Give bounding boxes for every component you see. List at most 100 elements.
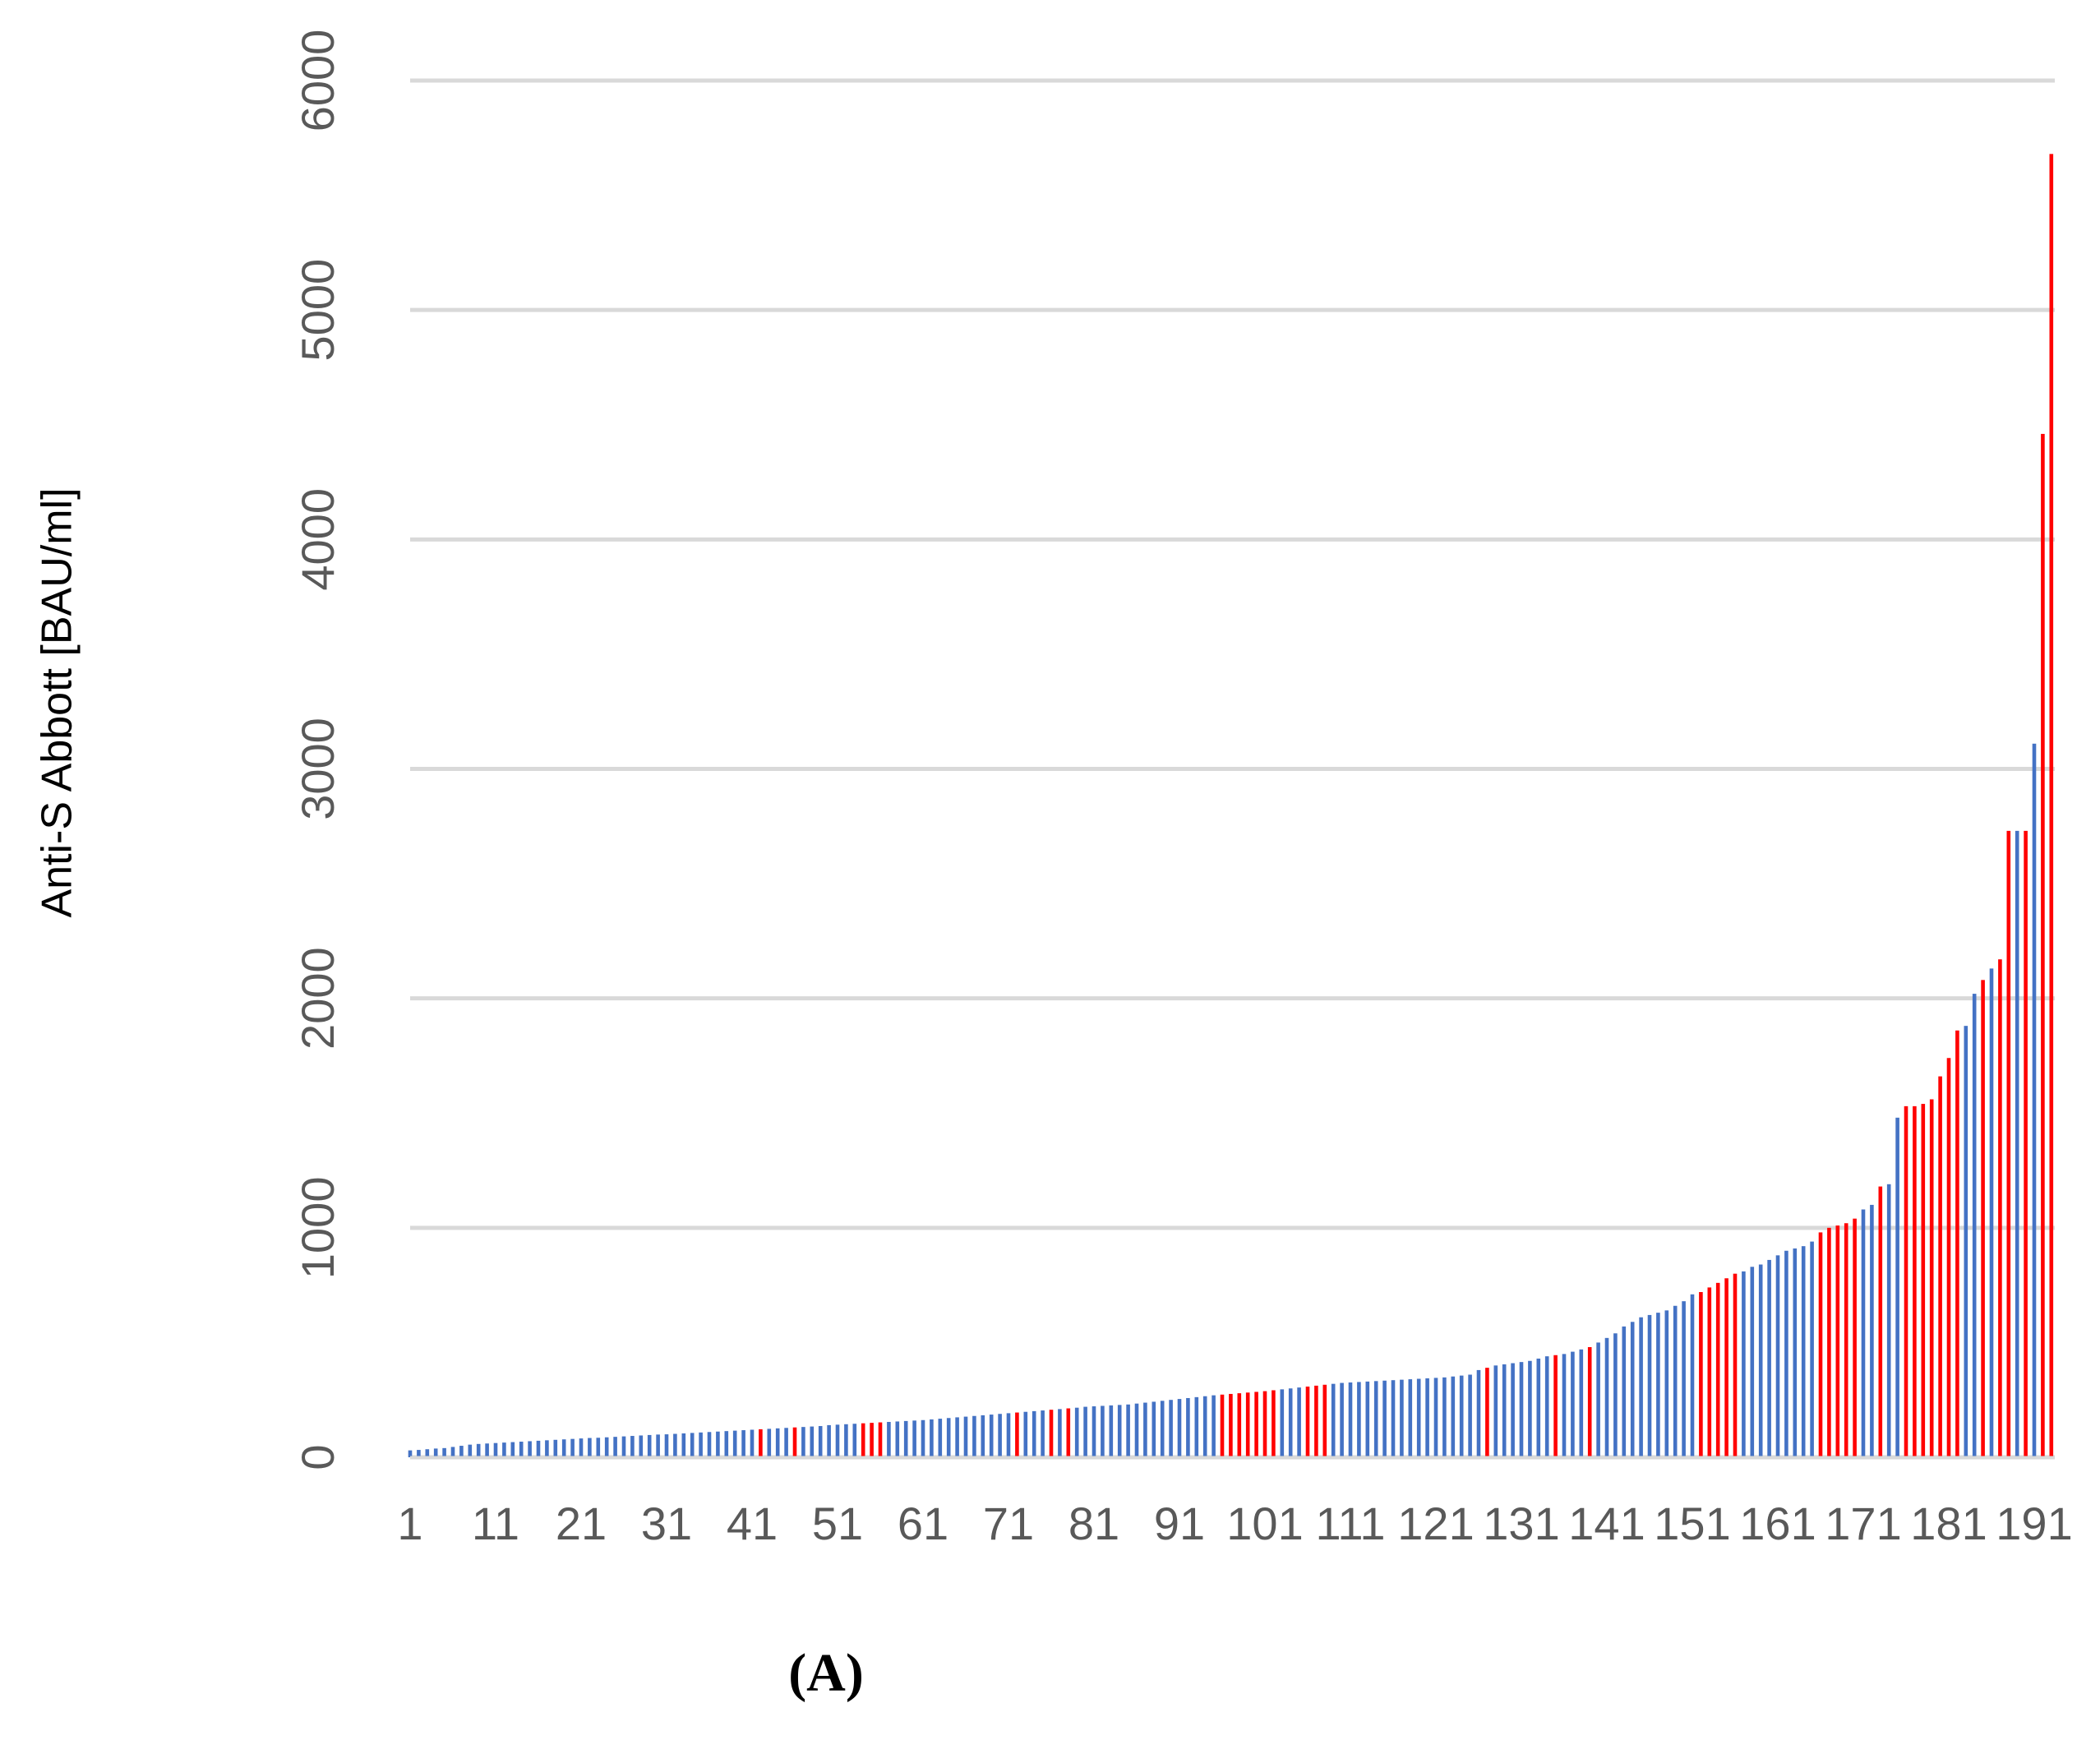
- x-tick-label: 31: [641, 1498, 692, 1549]
- bar: [1194, 1396, 1199, 1457]
- bar: [1929, 1099, 1934, 1457]
- bar: [784, 1428, 788, 1457]
- bar: [1861, 1209, 1866, 1457]
- bar: [561, 1439, 566, 1457]
- bar: [1502, 1364, 1507, 1457]
- x-tick-label: 91: [1154, 1498, 1205, 1549]
- bar: [767, 1428, 772, 1457]
- x-tick-label: 81: [1068, 1498, 1119, 1549]
- bar: [485, 1443, 489, 1457]
- bar: [1673, 1305, 1678, 1457]
- bar: [1989, 968, 1994, 1457]
- bar: [1724, 1278, 1728, 1457]
- bar: [510, 1442, 515, 1457]
- bar: [1416, 1378, 1421, 1457]
- bar: [1160, 1401, 1165, 1457]
- bar: [989, 1415, 994, 1457]
- bar: [1468, 1374, 1472, 1457]
- bar: [930, 1419, 934, 1457]
- bar: [528, 1441, 532, 1457]
- bar: [1699, 1292, 1703, 1457]
- bar: [588, 1438, 592, 1457]
- bar: [1322, 1384, 1327, 1457]
- bar: [1656, 1313, 1660, 1457]
- bar: [613, 1437, 617, 1457]
- bar: [1938, 1076, 1942, 1457]
- bar: [1878, 1186, 1883, 1457]
- bar: [1143, 1402, 1147, 1457]
- y-tick-label: 6000: [292, 30, 344, 132]
- bar: [1092, 1406, 1096, 1457]
- x-tick-label: 51: [812, 1498, 863, 1549]
- bar: [1066, 1408, 1071, 1457]
- bar: [1451, 1376, 1456, 1457]
- bar: [1913, 1105, 1917, 1457]
- bar: [2041, 433, 2045, 1457]
- bar: [1528, 1360, 1532, 1457]
- x-tick-label: 41: [727, 1498, 778, 1549]
- bar: [1186, 1397, 1190, 1457]
- bar: [1767, 1259, 1771, 1457]
- bar: [716, 1431, 720, 1457]
- bar: [476, 1443, 481, 1457]
- bar: [1647, 1314, 1652, 1457]
- bar: [1459, 1375, 1464, 1457]
- bar: [1169, 1400, 1173, 1457]
- y-tick-label: 0: [292, 1444, 344, 1470]
- panel-label: (A): [788, 1643, 864, 1703]
- bar: [1006, 1413, 1011, 1457]
- bar: [1357, 1382, 1361, 1457]
- bar: [1775, 1255, 1780, 1457]
- bar: [903, 1420, 908, 1457]
- bar: [861, 1423, 865, 1457]
- bar: [442, 1447, 446, 1457]
- bar: [1348, 1382, 1353, 1457]
- bar: [963, 1416, 968, 1457]
- x-tick-label: 111: [1315, 1498, 1385, 1549]
- bar: [870, 1423, 874, 1457]
- bar: [1305, 1387, 1310, 1457]
- bar: [502, 1442, 506, 1457]
- bar: [1391, 1380, 1396, 1457]
- x-tick-label: 1: [397, 1498, 422, 1549]
- bar: [732, 1430, 737, 1457]
- bar: [417, 1450, 421, 1457]
- bar: [1032, 1410, 1036, 1457]
- bar: [1041, 1410, 1045, 1457]
- bar: [759, 1428, 763, 1457]
- bar: [468, 1444, 473, 1457]
- bar: [1442, 1377, 1447, 1457]
- x-tick-label: 121: [1397, 1498, 1474, 1549]
- bar: [955, 1417, 959, 1457]
- bar: [852, 1424, 857, 1457]
- bar: [801, 1427, 805, 1457]
- bar: [1793, 1248, 1798, 1457]
- bar: [656, 1434, 660, 1457]
- bar: [707, 1432, 712, 1457]
- bar: [1297, 1387, 1301, 1457]
- bar: [1895, 1117, 1899, 1457]
- bar: [1955, 1030, 1959, 1457]
- bar: [1553, 1355, 1558, 1457]
- bar: [1493, 1365, 1498, 1457]
- x-tick-label: 161: [1739, 1498, 1816, 1549]
- bar: [1853, 1218, 1857, 1457]
- bar: [1536, 1358, 1541, 1457]
- bar: [1212, 1395, 1216, 1457]
- bar: [1946, 1058, 1951, 1457]
- bar: [1408, 1379, 1413, 1457]
- bar: [938, 1419, 943, 1457]
- bar: [1373, 1381, 1378, 1457]
- bar: [827, 1424, 831, 1457]
- bar: [1981, 980, 1985, 1457]
- bar: [1810, 1241, 1814, 1457]
- y-axis-title: Anti-S Abbott [BAU/ml]: [34, 487, 81, 917]
- bar: [921, 1419, 925, 1457]
- bar: [1707, 1287, 1712, 1457]
- bar: [699, 1432, 703, 1457]
- bar: [1220, 1394, 1225, 1457]
- x-tick-label: 181: [1910, 1498, 1987, 1549]
- bar: [1280, 1389, 1285, 1457]
- bar: [912, 1420, 916, 1457]
